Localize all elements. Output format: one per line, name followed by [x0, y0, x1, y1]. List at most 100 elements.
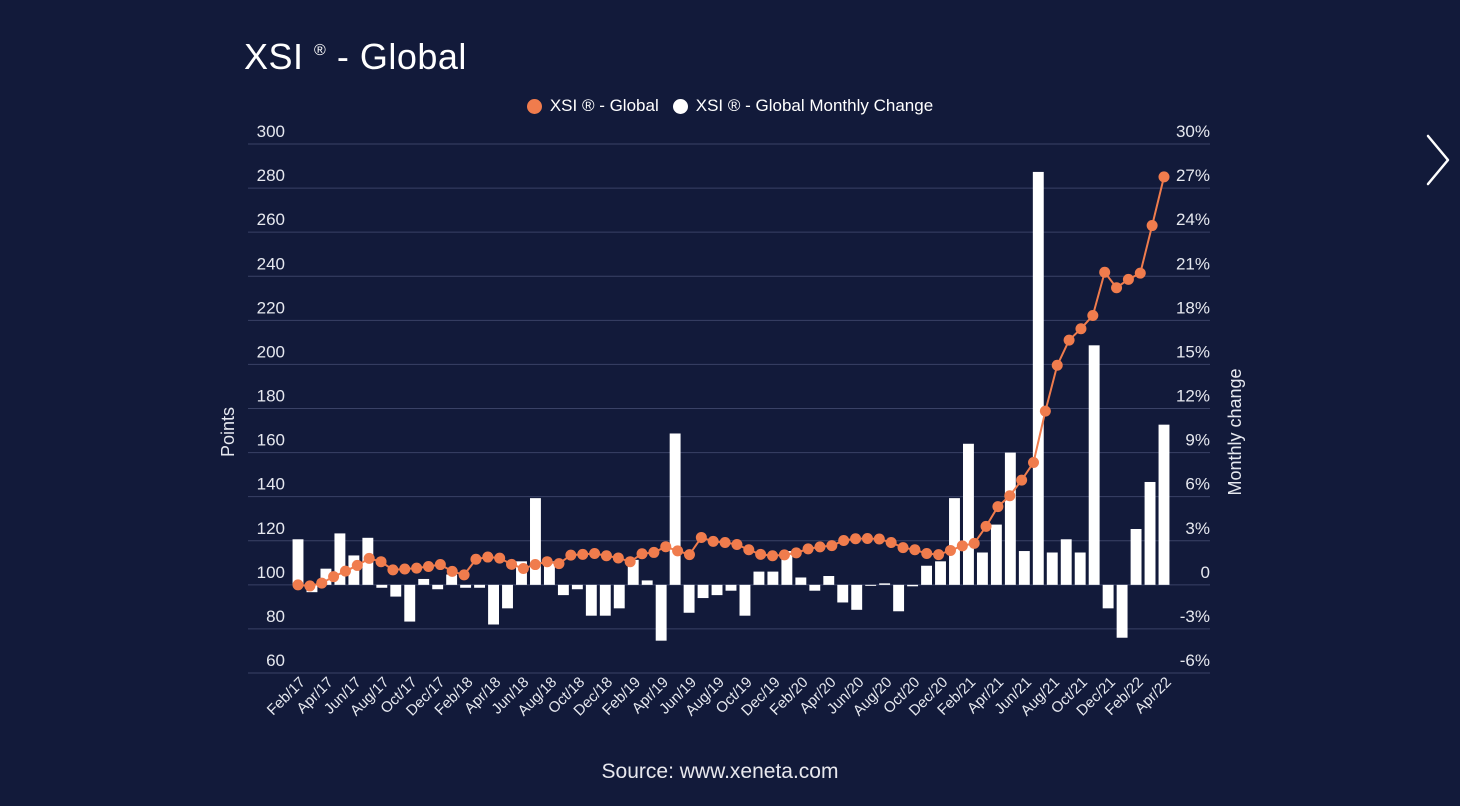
line-point[interactable]	[541, 556, 553, 568]
bar[interactable]	[502, 584, 513, 609]
line-point[interactable]	[1134, 267, 1146, 279]
bar[interactable]	[543, 561, 555, 585]
bar[interactable]	[949, 498, 960, 585]
line-point[interactable]	[850, 533, 862, 545]
line-point[interactable]	[885, 537, 897, 549]
bar[interactable]	[530, 498, 541, 585]
line-point[interactable]	[482, 551, 494, 563]
line-point[interactable]	[411, 562, 423, 574]
bar[interactable]	[1074, 552, 1086, 585]
line-point[interactable]	[909, 544, 921, 556]
line-point[interactable]	[1087, 309, 1099, 321]
line-point[interactable]	[399, 563, 411, 575]
line-point[interactable]	[1063, 334, 1075, 346]
line-point[interactable]	[351, 559, 363, 571]
bar[interactable]	[613, 584, 625, 609]
bar[interactable]	[1144, 481, 1156, 585]
bar[interactable]	[418, 578, 430, 585]
bar[interactable]	[837, 584, 849, 603]
line-point[interactable]	[968, 537, 980, 549]
line-point[interactable]	[1099, 266, 1111, 278]
bar[interactable]	[571, 584, 583, 590]
line-point[interactable]	[1122, 273, 1134, 285]
line-point[interactable]	[494, 552, 506, 564]
line-point[interactable]	[790, 547, 802, 559]
line-point[interactable]	[1004, 490, 1016, 502]
line-point[interactable]	[316, 577, 328, 589]
bar[interactable]	[460, 584, 472, 588]
bar[interactable]	[865, 584, 877, 586]
bar[interactable]	[669, 433, 681, 585]
line-point[interactable]	[1051, 359, 1063, 371]
bar[interactable]	[348, 555, 360, 585]
bar[interactable]	[767, 571, 779, 585]
line-point[interactable]	[422, 561, 434, 573]
line-point[interactable]	[719, 537, 731, 549]
bar[interactable]	[320, 568, 332, 585]
line-point[interactable]	[506, 558, 518, 570]
line-point[interactable]	[672, 545, 684, 557]
line-point[interactable]	[363, 552, 375, 564]
line-point[interactable]	[612, 552, 624, 564]
bar[interactable]	[753, 571, 765, 585]
bar[interactable]	[1130, 528, 1142, 585]
line-point[interactable]	[624, 556, 636, 568]
line-point[interactable]	[944, 544, 956, 556]
line-point[interactable]	[1146, 220, 1158, 232]
bar[interactable]	[1004, 452, 1016, 585]
bar[interactable]	[697, 584, 709, 599]
line-point[interactable]	[992, 501, 1004, 513]
line-point[interactable]	[980, 520, 992, 532]
bar[interactable]	[1018, 551, 1030, 585]
bar[interactable]	[809, 584, 821, 591]
line-point[interactable]	[897, 542, 909, 554]
bar[interactable]	[976, 552, 988, 585]
chevron-right-icon[interactable]	[1420, 130, 1454, 190]
line-point[interactable]	[1075, 323, 1087, 335]
line-point[interactable]	[755, 548, 767, 560]
line-point[interactable]	[529, 559, 541, 571]
line-point[interactable]	[873, 533, 885, 545]
line-point[interactable]	[1158, 171, 1170, 183]
line-point[interactable]	[1028, 457, 1040, 469]
bar[interactable]	[879, 583, 891, 585]
line-point[interactable]	[731, 538, 743, 550]
line-point[interactable]	[695, 531, 707, 543]
line-point[interactable]	[446, 565, 458, 577]
bar[interactable]	[404, 584, 416, 622]
line-point[interactable]	[517, 563, 529, 575]
bar[interactable]	[683, 584, 695, 613]
line-point[interactable]	[339, 565, 351, 577]
bar[interactable]	[1102, 584, 1114, 609]
line-point[interactable]	[328, 571, 340, 583]
bar[interactable]	[921, 565, 932, 585]
line-point[interactable]	[600, 550, 612, 562]
bar[interactable]	[1032, 171, 1044, 585]
line-point[interactable]	[565, 549, 577, 561]
line-point[interactable]	[375, 556, 387, 568]
bar[interactable]	[292, 539, 304, 585]
line-point[interactable]	[470, 553, 482, 565]
bar[interactable]	[725, 584, 737, 591]
line-point[interactable]	[707, 535, 719, 547]
line-point[interactable]	[304, 580, 316, 592]
bar[interactable]	[599, 584, 611, 616]
line-point[interactable]	[921, 548, 933, 560]
bar[interactable]	[488, 584, 499, 625]
bar[interactable]	[1046, 552, 1058, 585]
bar[interactable]	[474, 584, 486, 588]
bar[interactable]	[739, 584, 751, 616]
line-point[interactable]	[589, 548, 601, 560]
line-point[interactable]	[636, 548, 648, 560]
bar[interactable]	[990, 524, 1002, 585]
bar[interactable]	[376, 584, 388, 588]
line-point[interactable]	[458, 569, 470, 581]
bar[interactable]	[390, 584, 402, 597]
line-point[interactable]	[778, 549, 790, 561]
line-point[interactable]	[577, 548, 589, 560]
line-point[interactable]	[743, 544, 755, 556]
line-point[interactable]	[956, 540, 968, 552]
line-point[interactable]	[660, 541, 672, 553]
bar[interactable]	[823, 576, 835, 585]
bar[interactable]	[334, 533, 346, 585]
